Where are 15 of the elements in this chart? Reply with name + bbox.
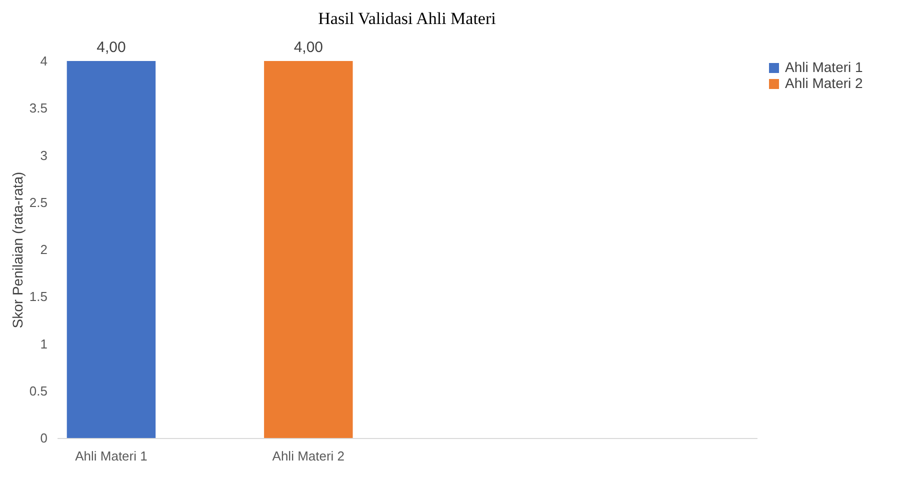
y-tick-label: 2.5: [29, 194, 48, 210]
y-tick-label: 3: [40, 148, 48, 163]
y-tick-label: 3.5: [29, 100, 48, 116]
y-tick-label: 0: [40, 430, 48, 446]
y-tick-label: 0.5: [29, 383, 48, 398]
legend-label: Ahli Materi 1: [785, 59, 864, 75]
y-tick-label: 1: [40, 336, 48, 352]
y-tick-label: 4: [40, 54, 48, 68]
legend-label: Ahli Materi 2: [785, 75, 864, 91]
y-axis-title: Skor Penilaian (rata-rata): [9, 172, 26, 328]
data-label: 4,00: [96, 39, 126, 56]
chart-title: Hasil Validasi Ahli Materi: [318, 9, 496, 28]
y-tick-label: 1.5: [29, 289, 48, 304]
y-tick-label: 2: [40, 242, 48, 257]
data-label: 4,00: [294, 39, 324, 56]
